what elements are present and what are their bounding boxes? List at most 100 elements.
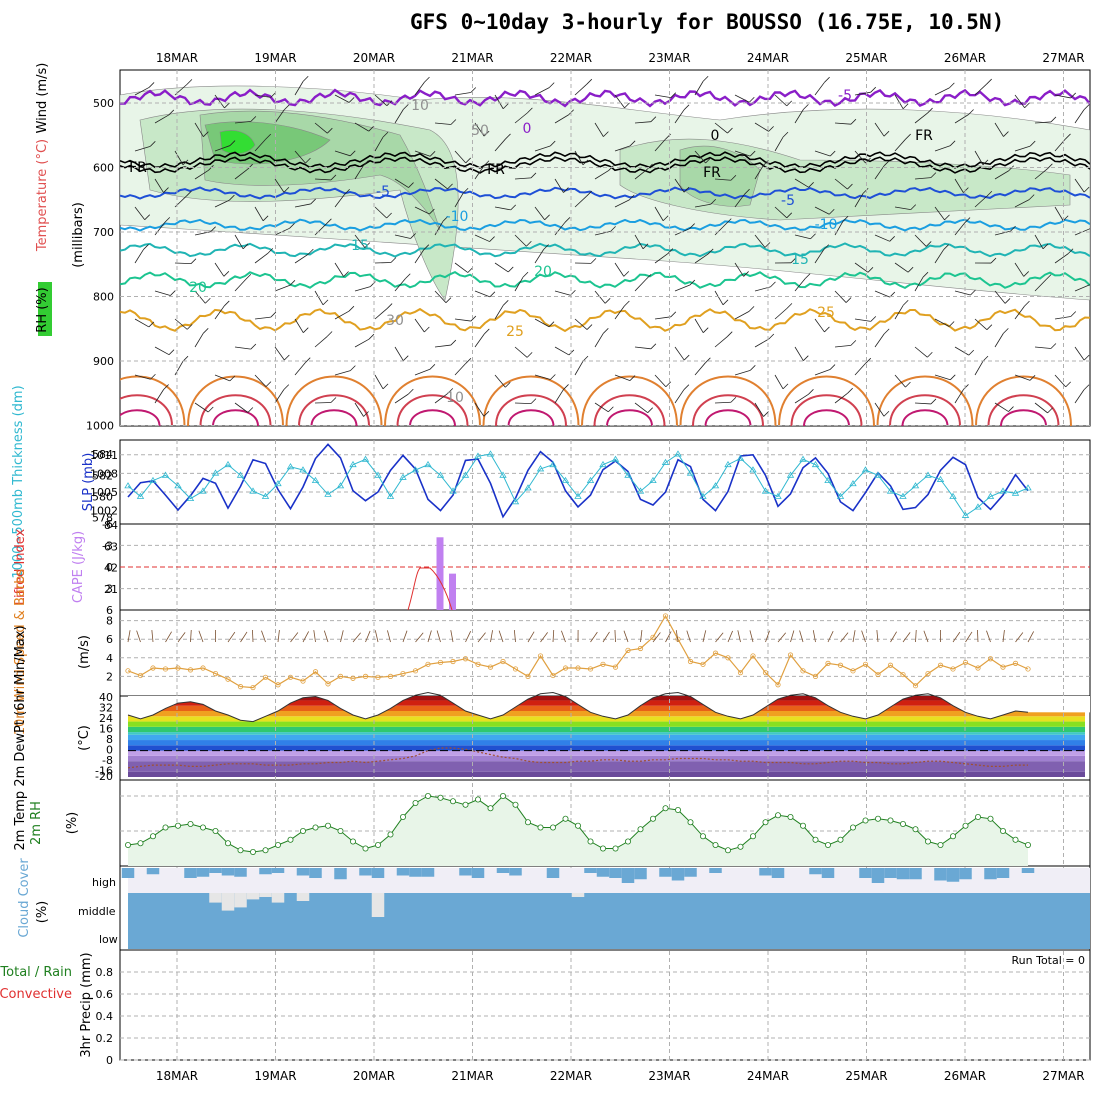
rh-2m-point xyxy=(987,815,994,822)
wind-barb-flag xyxy=(163,187,169,193)
wind-barb xyxy=(194,231,211,236)
wind-barb-10m xyxy=(799,630,804,643)
contour-label: 50 xyxy=(471,123,489,139)
isotherm-loop xyxy=(495,394,567,426)
wind-barb-flag xyxy=(582,355,589,362)
wind-barb-flag xyxy=(748,96,755,103)
wind-barb xyxy=(354,122,369,132)
precip-tick: 0.6 xyxy=(96,988,114,1001)
thickness-tick: 580 xyxy=(92,491,113,504)
wind-barb-flag xyxy=(386,212,392,219)
lifted-index-tick: 0 xyxy=(106,561,113,574)
wind-barb-flag xyxy=(1083,354,1090,361)
wind-barb-flag xyxy=(705,357,711,364)
wind10-panel-frame xyxy=(119,609,1091,697)
pressure-tick: 800 xyxy=(93,291,114,304)
wind-barb xyxy=(194,402,209,413)
wind-barb xyxy=(454,363,467,376)
cloud-high-bar xyxy=(334,868,347,880)
cloud-low-label: low xyxy=(99,933,118,946)
wind-barb xyxy=(834,220,844,236)
wind-barb-10m xyxy=(852,630,856,643)
wind-speed-point xyxy=(987,656,994,662)
thickness-point xyxy=(924,471,932,478)
wind-barb xyxy=(354,338,370,348)
wind-barb xyxy=(1054,316,1071,320)
wind-barb xyxy=(734,193,745,208)
wind-barb xyxy=(414,206,430,215)
wind-barb xyxy=(594,231,611,236)
wind-barb-10m xyxy=(402,630,408,643)
rh-2m-area xyxy=(128,796,1028,866)
wind-barb-flag xyxy=(326,331,333,337)
wind-barb xyxy=(414,318,425,333)
temp-color-band xyxy=(128,755,1085,762)
wind-barb-flag xyxy=(202,328,209,334)
rh-2m-point xyxy=(474,796,481,803)
thickness-point xyxy=(336,482,345,489)
wind-barb xyxy=(314,122,328,134)
wind-barb xyxy=(214,199,230,208)
wind-barb-flag xyxy=(804,273,811,279)
thickness-point xyxy=(549,460,557,468)
wind-barb-flag xyxy=(623,271,630,277)
wind-barb-flag xyxy=(450,119,457,125)
thickness-point xyxy=(949,492,957,499)
wind-barb xyxy=(634,279,647,292)
wind-barb xyxy=(374,262,392,264)
wind-barb xyxy=(994,290,1006,304)
wind-barb-flag xyxy=(1045,274,1052,280)
wind-barb xyxy=(254,138,267,152)
rh-2m-point xyxy=(750,833,757,840)
wind-barb-flag xyxy=(144,214,151,220)
wind-barb-flag xyxy=(948,321,955,327)
wind-barb xyxy=(434,290,447,303)
wind-barb xyxy=(474,290,491,298)
wind-barb xyxy=(714,223,727,236)
cloud-middle-gap xyxy=(371,893,385,917)
wind-barb-flag xyxy=(883,160,890,167)
contour-label: -5 xyxy=(781,193,795,209)
wind-barb xyxy=(794,278,806,292)
slp-axis-title: SLP (mb) xyxy=(81,453,96,512)
temp-color-band xyxy=(128,761,1085,772)
wind-barb xyxy=(714,336,728,348)
rh-2m-point xyxy=(600,845,607,852)
wind-barb-10m xyxy=(1015,632,1024,643)
wind-barb-flag xyxy=(624,102,630,109)
wind-barb-flag xyxy=(689,223,695,229)
wind-barb xyxy=(614,262,625,277)
wind-barb-10m xyxy=(876,630,879,643)
cloud-axis-title: Cloud Cover xyxy=(17,858,32,938)
rh-2m-point xyxy=(137,840,144,847)
rh-2m-point xyxy=(562,815,569,822)
thickness-point xyxy=(286,463,295,470)
wind-barb xyxy=(574,318,588,330)
cloud-high-bar xyxy=(934,868,947,881)
wind-speed-point xyxy=(1012,660,1019,666)
wind-barb xyxy=(254,206,264,221)
thickness-point xyxy=(724,460,732,468)
isotherm-loop xyxy=(581,375,678,426)
cloud-high-bar xyxy=(509,868,522,876)
wind-barb-flag xyxy=(186,79,193,85)
wind-speed-point xyxy=(187,667,194,673)
wind-barb-flag xyxy=(870,316,877,322)
wind-barb-flag xyxy=(283,104,290,111)
wind-barb xyxy=(314,178,331,181)
wind-barb-flag xyxy=(683,104,690,111)
wind-barb xyxy=(254,94,271,98)
wind-barb-flag xyxy=(350,365,356,371)
wind-barb xyxy=(1034,121,1051,124)
lifted-index-tick: 3 xyxy=(106,583,113,596)
cloud-high-bar xyxy=(884,868,897,878)
wind-barb xyxy=(454,150,466,164)
wind-barb xyxy=(734,369,751,376)
wind-barb xyxy=(234,234,244,250)
cape-tick: 84 xyxy=(104,519,118,532)
wind-barb-flag xyxy=(163,384,169,390)
date-label-top: 26MAR xyxy=(944,51,986,65)
wind-barb-flag xyxy=(210,226,216,232)
wind-barb xyxy=(1034,234,1044,250)
wind-barb xyxy=(494,374,506,388)
